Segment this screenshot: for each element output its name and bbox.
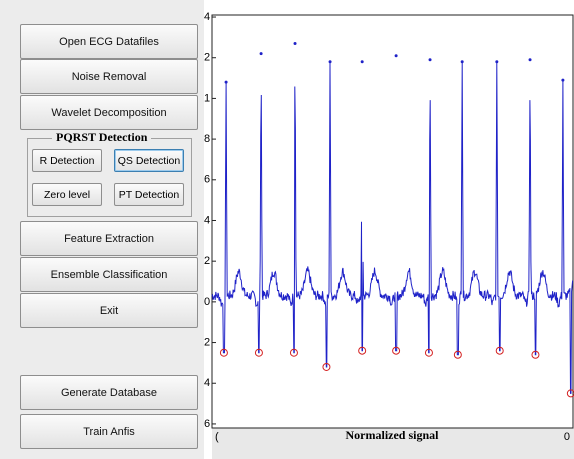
y-tick-label: 2	[204, 52, 210, 64]
y-tick-label: 4	[204, 377, 210, 389]
axes-box	[211, 14, 574, 429]
button[interactable]: Train Anfis	[20, 414, 198, 449]
y-tick-label: 0	[204, 296, 210, 308]
s-point	[495, 346, 504, 355]
s-point	[566, 389, 574, 398]
s-point	[289, 348, 298, 357]
r-peak	[460, 60, 464, 64]
s-point	[254, 348, 263, 357]
button[interactable]: Ensemble Classification	[20, 257, 198, 292]
button[interactable]: QS Detection	[114, 149, 184, 172]
button[interactable]: PT Detection	[114, 183, 184, 206]
signal-line	[211, 61, 574, 394]
s-point	[322, 362, 331, 371]
r-peak	[293, 41, 297, 45]
y-tick-label: 4	[204, 11, 210, 23]
y-tick-label: 8	[204, 133, 210, 145]
panel-title: PQRST Detection	[52, 130, 152, 145]
y-tick-label: 2	[204, 336, 210, 348]
r-peak	[328, 60, 332, 64]
r-peak	[428, 58, 432, 62]
r-peak	[259, 52, 263, 56]
axis-strip	[212, 428, 574, 459]
s-point	[453, 350, 462, 359]
y-tick-label: 6	[204, 174, 210, 186]
y-tick-label: 2	[204, 255, 210, 267]
button[interactable]: Wavelet Decomposition	[20, 95, 198, 130]
button[interactable]: Exit	[20, 293, 198, 328]
r-peak	[394, 54, 398, 58]
s-point	[392, 346, 401, 355]
x-tick-label: (	[215, 431, 219, 443]
button[interactable]: Zero level	[32, 183, 102, 206]
button[interactable]: Feature Extraction	[20, 221, 198, 256]
button[interactable]: Open ECG Datafiles	[20, 24, 198, 59]
button[interactable]: Noise Removal	[20, 59, 198, 94]
r-peak	[360, 60, 364, 64]
x-axis-label: Normalized signal	[346, 428, 440, 442]
y-tick-label: 1	[204, 92, 210, 104]
button[interactable]: R Detection	[32, 149, 102, 172]
s-point	[219, 348, 228, 357]
s-point	[531, 350, 540, 359]
r-peak	[528, 58, 532, 62]
s-point	[424, 348, 433, 357]
button[interactable]: Generate Database	[20, 375, 198, 410]
r-peak	[561, 78, 565, 82]
r-peak	[495, 60, 499, 64]
y-tick-label: 6	[204, 418, 210, 430]
x-tick-label: 0	[564, 431, 570, 443]
y-tick-label: 4	[204, 214, 210, 226]
s-point	[358, 346, 367, 355]
r-peak	[224, 80, 228, 84]
